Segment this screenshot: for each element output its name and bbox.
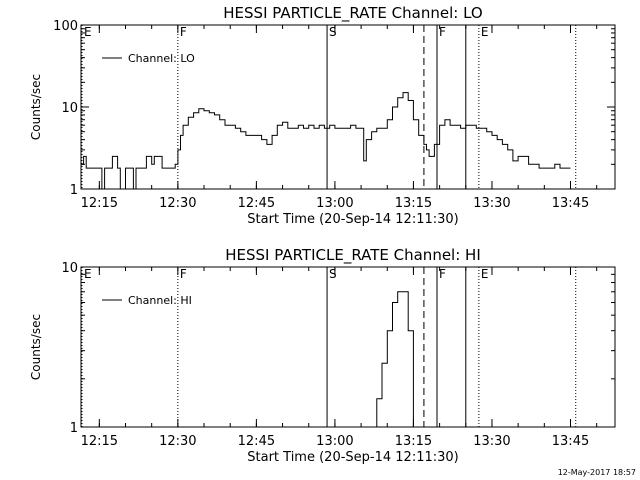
event-marker-label: F [180,25,187,39]
x-tick-label: 13:30 [473,434,510,449]
y-tick-label: 1 [70,421,78,436]
y-tick-label: 10 [61,261,78,276]
x-tick-label: 13:15 [395,434,432,449]
x-tick-label: 12:30 [159,434,196,449]
print-timestamp: 12-May-2017 18:57 [557,468,636,477]
x-tick-label: 13:30 [473,196,510,211]
series-line [81,92,571,190]
x-tick-label: 13:45 [552,434,589,449]
legend-label: Channel: HI [128,294,192,307]
x-tick-label: 12:45 [238,434,275,449]
x-tick-label: 13:15 [395,196,432,211]
chart-title: HESSI PARTICLE_RATE Channel: LO [223,4,482,23]
x-tick-label: 12:15 [81,434,118,449]
y-axis-label: Counts/sec [29,74,43,140]
event-marker-label: E [84,25,92,39]
event-marker-label: E [481,25,489,39]
x-tick-label: 13:00 [316,196,353,211]
event-marker-label: S [329,25,337,39]
y-tick-label: 100 [53,19,78,34]
event-marker-label: E [481,267,489,281]
y-tick-label: 1 [70,183,78,198]
legend-label: Channel: LO [128,52,195,65]
x-axis-label: Start Time (20-Sep-14 12:11:30) [247,212,458,227]
y-axis-label: Counts/sec [29,314,43,380]
x-tick-label: 13:45 [552,196,589,211]
plot-frame [80,266,616,428]
x-axis-label: Start Time (20-Sep-14 12:11:30) [247,450,458,465]
event-marker-label: F [439,25,446,39]
x-tick-label: 13:00 [316,434,353,449]
x-tick-label: 12:15 [81,196,118,211]
event-marker-label: F [439,267,446,281]
y-tick-label: 10 [61,101,78,116]
x-tick-label: 12:30 [159,196,196,211]
chart-title: HESSI PARTICLE_RATE Channel: HI [225,246,481,265]
event-marker-label: E [84,267,92,281]
x-tick-label: 12:45 [238,196,275,211]
series-line [371,291,414,428]
event-marker-label: F [180,267,187,281]
event-marker-label: S [329,267,337,281]
